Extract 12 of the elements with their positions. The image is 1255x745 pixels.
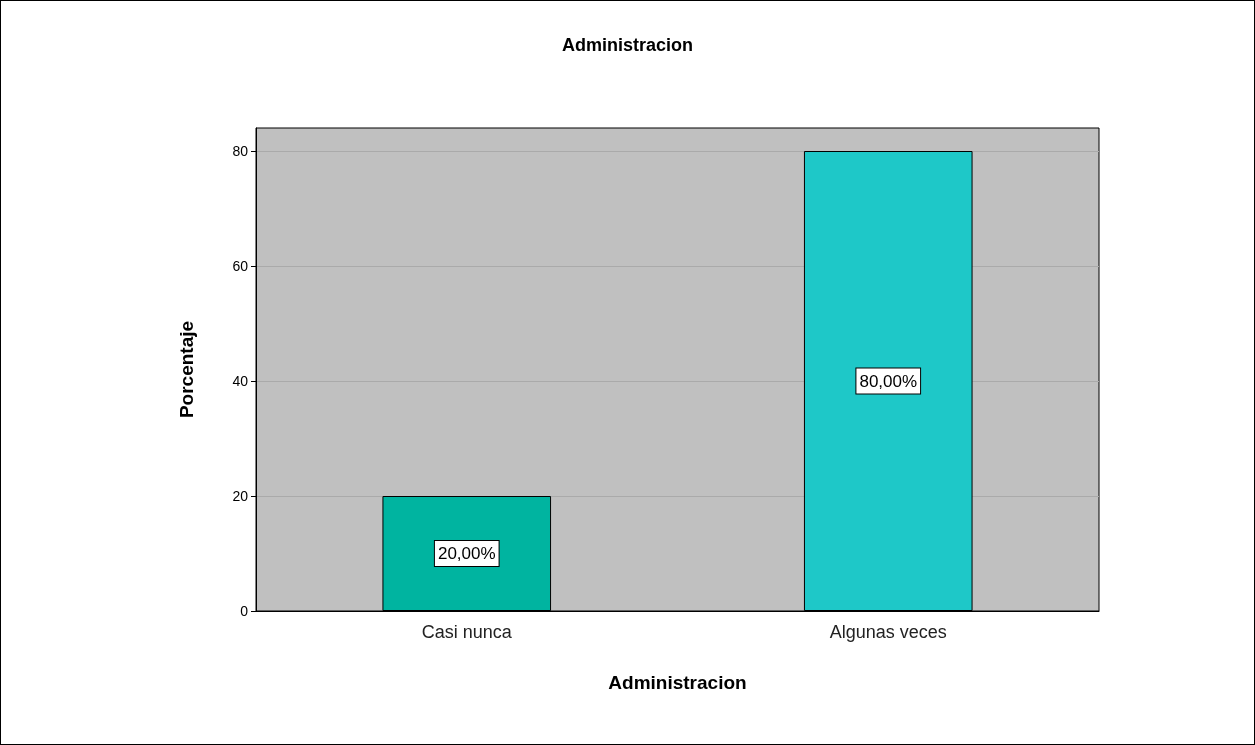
chart-title: Administracion (561, 35, 694, 55)
y-axis-title: Porcentaje (176, 320, 197, 419)
y-tick-label: 80 (232, 143, 249, 159)
y-tick-label: 20 (232, 488, 249, 504)
y-tick-label: 60 (232, 258, 249, 274)
x-axis-title: Administracion (608, 672, 747, 693)
y-tick-label: 0 (240, 603, 249, 619)
data-label: 80,00% (859, 371, 918, 391)
y-tick-label: 40 (232, 373, 249, 389)
x-tick-label: Algunas veces (829, 622, 947, 642)
data-label: 20,00% (437, 544, 496, 563)
x-tick-label: Casi nunca (421, 622, 513, 642)
